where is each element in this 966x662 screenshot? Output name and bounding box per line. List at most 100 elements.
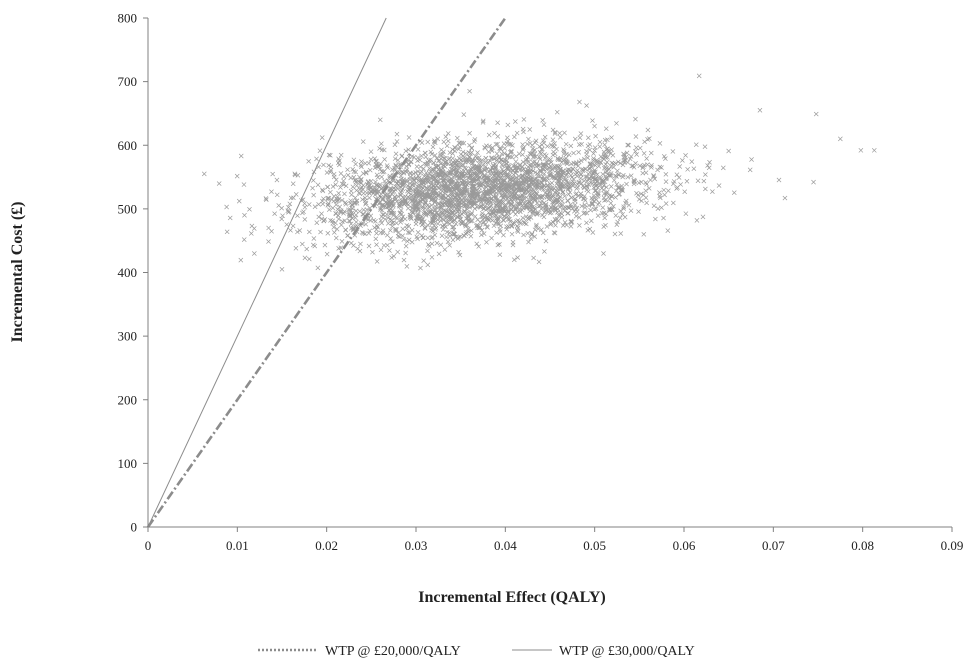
scatter-point bbox=[533, 169, 538, 175]
scatter-point bbox=[385, 215, 391, 221]
scatter-point bbox=[372, 156, 378, 161]
scatter-point bbox=[422, 150, 428, 156]
scatter-point bbox=[336, 196, 342, 202]
scatter-point bbox=[468, 151, 473, 156]
scatter-point bbox=[440, 202, 445, 208]
scatter-point bbox=[471, 178, 477, 184]
scatter-point bbox=[511, 220, 516, 225]
scatter-point bbox=[510, 239, 516, 245]
scatter-point bbox=[421, 258, 427, 264]
scatter-point bbox=[430, 144, 436, 150]
scatter-point bbox=[459, 140, 465, 146]
scatter-point bbox=[490, 183, 496, 189]
scatter-point bbox=[472, 137, 478, 142]
scatter-point bbox=[504, 226, 510, 232]
scatter-point bbox=[335, 213, 341, 218]
scatter-point bbox=[782, 195, 788, 201]
scatter-point bbox=[492, 176, 498, 182]
scatter-point bbox=[406, 147, 411, 153]
scatter-point bbox=[515, 225, 521, 231]
scatter-point bbox=[634, 152, 639, 157]
scatter-point bbox=[444, 219, 449, 225]
scatter-point bbox=[394, 131, 400, 137]
scatter-point bbox=[521, 196, 527, 201]
scatter-point bbox=[640, 165, 646, 171]
scatter-point bbox=[459, 171, 465, 176]
scatter-point bbox=[398, 202, 404, 207]
scatter-point bbox=[327, 152, 333, 158]
scatter-point bbox=[586, 203, 592, 208]
scatter-point bbox=[563, 141, 569, 147]
scatter-point bbox=[310, 242, 316, 248]
scatter-point bbox=[634, 145, 639, 150]
scatter-point bbox=[311, 177, 316, 183]
x-tick-label: 0.09 bbox=[941, 538, 964, 553]
scatter-point bbox=[361, 190, 366, 196]
scatter-point bbox=[550, 143, 555, 149]
scatter-point bbox=[600, 205, 606, 210]
scatter-point bbox=[491, 223, 497, 229]
scatter-point bbox=[657, 195, 663, 201]
scatter-point bbox=[391, 189, 397, 194]
scatter-point bbox=[288, 227, 293, 233]
scatter-point bbox=[461, 162, 466, 168]
scatter-point bbox=[450, 151, 456, 156]
scatter-point bbox=[517, 207, 523, 213]
scatter-point bbox=[659, 165, 664, 170]
scatter-point bbox=[415, 169, 421, 174]
scatter-point bbox=[385, 221, 391, 226]
scatter-point bbox=[429, 227, 434, 233]
scatter-point bbox=[428, 208, 434, 214]
scatter-point bbox=[596, 200, 602, 206]
scatter-point bbox=[571, 150, 576, 156]
scatter-point bbox=[620, 212, 625, 217]
scatter-point bbox=[429, 235, 435, 241]
scatter-point bbox=[495, 242, 501, 248]
scatter-point bbox=[454, 214, 460, 220]
scatter-point bbox=[542, 156, 548, 161]
scatter-point bbox=[483, 159, 488, 165]
scatter-point bbox=[330, 184, 336, 189]
scatter-point bbox=[591, 185, 597, 190]
scatter-point bbox=[343, 200, 348, 205]
scatter-point bbox=[328, 164, 334, 170]
scatter-point bbox=[577, 135, 583, 141]
scatter-point bbox=[559, 159, 565, 165]
scatter-point bbox=[464, 189, 470, 194]
scatter-point bbox=[342, 218, 348, 224]
scatter-point bbox=[513, 207, 519, 213]
scatter-point bbox=[449, 180, 455, 186]
scatter-point bbox=[547, 168, 553, 174]
scatter-point bbox=[477, 162, 483, 167]
scatter-point bbox=[272, 211, 278, 217]
scatter-point bbox=[523, 169, 528, 174]
scatter-point bbox=[482, 144, 487, 150]
scatter-point bbox=[478, 168, 483, 174]
scatter-point bbox=[512, 119, 518, 124]
scatter-point bbox=[636, 196, 642, 202]
scatter-point bbox=[561, 147, 566, 152]
scatter-point bbox=[316, 202, 321, 207]
scatter-point bbox=[661, 215, 666, 221]
scatter-point bbox=[450, 231, 456, 237]
scatter-point bbox=[324, 170, 330, 175]
scatter-point bbox=[540, 230, 546, 236]
scatter-point bbox=[384, 200, 390, 206]
scatter-point bbox=[580, 196, 586, 201]
scatter-point bbox=[513, 180, 519, 186]
y-tick-label: 800 bbox=[118, 11, 138, 26]
scatter-point bbox=[710, 189, 715, 194]
scatter-point bbox=[680, 158, 685, 163]
scatter-point bbox=[544, 159, 550, 165]
scatter-point bbox=[552, 164, 557, 169]
scatter-point bbox=[531, 255, 536, 261]
scatter-point bbox=[306, 256, 312, 262]
scatter-point bbox=[643, 170, 649, 176]
scatter-point bbox=[646, 185, 652, 191]
scatter-point bbox=[609, 207, 615, 213]
scatter-point bbox=[350, 167, 356, 172]
scatter-point bbox=[632, 149, 638, 154]
y-tick-label: 100 bbox=[118, 456, 138, 471]
scatter-point bbox=[450, 210, 456, 216]
scatter-point bbox=[288, 195, 294, 201]
